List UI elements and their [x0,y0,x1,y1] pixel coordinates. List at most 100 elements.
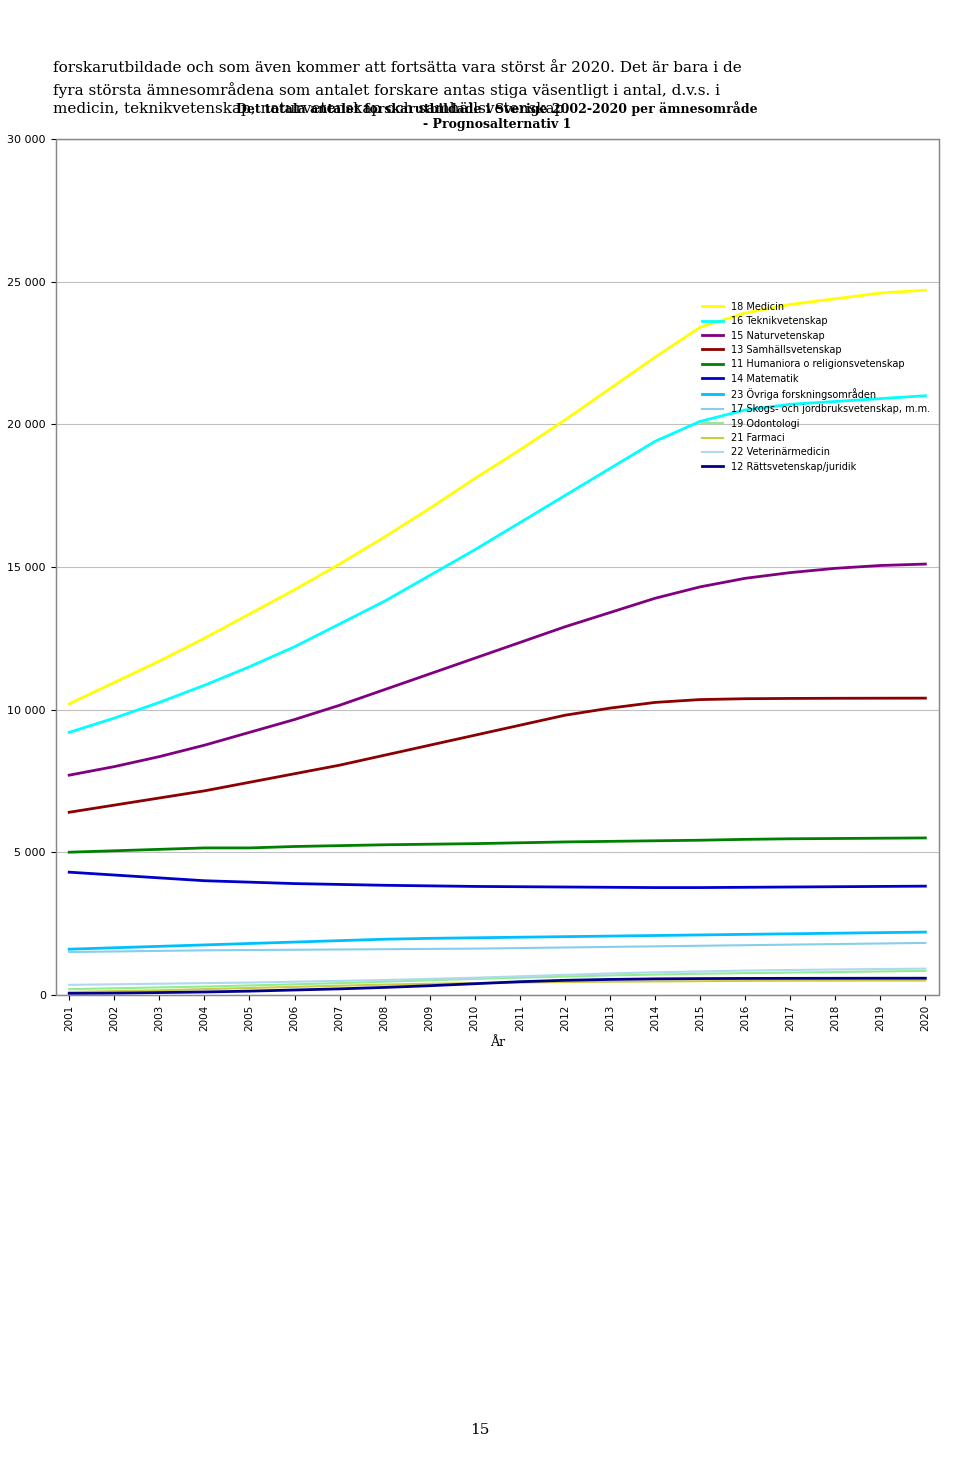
17 Skogs- och jordbruksvetenskap, m.m. [784,936,796,954]
21 Farmaci [154,982,165,999]
11 Humaniora o religionsvetenskap [514,834,525,851]
Line: 23 Övriga forskningsområden: 23 Övriga forskningsområden [69,932,925,949]
14 Matematik [604,878,615,895]
21 Farmaci [604,973,615,990]
13 Samhällsvetenskap [379,746,391,764]
21 Farmaci [920,971,931,989]
12 Rättsvetenskap/juridik [604,970,615,988]
X-axis label: År: År [490,1036,505,1049]
22 Veterinärmedicin [63,976,75,993]
21 Farmaci [649,973,660,990]
Line: 16 Teknikvetenskap: 16 Teknikvetenskap [69,395,925,733]
21 Farmaci [244,979,255,996]
22 Veterinärmedicin [649,964,660,982]
17 Skogs- och jordbruksvetenskap, m.m. [199,942,210,960]
14 Matematik [108,866,120,884]
12 Rättsvetenskap/juridik [379,979,391,996]
17 Skogs- och jordbruksvetenskap, m.m. [469,939,481,957]
Text: 15: 15 [470,1422,490,1437]
19 Odontologi [108,980,120,998]
16 Teknikvetenskap [379,593,391,610]
22 Veterinärmedicin [784,961,796,979]
12 Rättsvetenskap/juridik [649,970,660,988]
18 Medicin [559,411,570,429]
19 Odontologi [334,974,346,992]
13 Samhällsvetenskap [739,691,751,708]
13 Samhällsvetenskap [875,689,886,707]
11 Humaniora o religionsvetenskap [739,831,751,849]
11 Humaniora o religionsvetenskap [154,841,165,859]
Text: fyra största ämnesområdena som antalet forskare antas stiga väsentligt i antal, : fyra största ämnesområdena som antalet f… [53,82,720,98]
14 Matematik [334,876,346,894]
14 Matematik [829,878,841,895]
Line: 12 Rättsvetenskap/juridik: 12 Rättsvetenskap/juridik [69,979,925,993]
11 Humaniora o religionsvetenskap [875,830,886,847]
19 Odontologi [199,977,210,995]
15 Naturvetenskap [154,748,165,765]
16 Teknikvetenskap [604,459,615,477]
21 Farmaci [379,976,391,993]
23 Övriga forskningsområden [469,929,481,947]
21 Farmaci [514,974,525,992]
12 Rättsvetenskap/juridik [784,970,796,988]
18 Medicin [920,281,931,298]
11 Humaniora o religionsvetenskap [63,843,75,860]
15 Naturvetenskap [469,650,481,667]
Text: forskarutbildade och som även kommer att fortsätta vara störst år 2020. Det är b: forskarutbildade och som även kommer att… [53,61,741,76]
18 Medicin [514,442,525,459]
21 Farmaci [469,974,481,992]
Line: 13 Samhällsvetenskap: 13 Samhällsvetenskap [69,698,925,812]
15 Naturvetenskap [784,563,796,581]
11 Humaniora o religionsvetenskap [694,831,706,849]
19 Odontologi [920,963,931,980]
18 Medicin [739,304,751,322]
11 Humaniora o religionsvetenskap [244,840,255,857]
17 Skogs- och jordbruksvetenskap, m.m. [739,936,751,954]
21 Farmaci [108,982,120,999]
18 Medicin [649,348,660,366]
16 Teknikvetenskap [244,658,255,676]
18 Medicin [199,629,210,647]
23 Övriga forskningsområden [784,925,796,942]
Line: 17 Skogs- och jordbruksvetenskap, m.m.: 17 Skogs- och jordbruksvetenskap, m.m. [69,944,925,952]
15 Naturvetenskap [379,680,391,698]
23 Övriga forskningsområden [334,932,346,949]
23 Övriga forskningsområden [739,926,751,944]
19 Odontologi [694,966,706,983]
Line: 14 Matematik: 14 Matematik [69,872,925,888]
18 Medicin [379,528,391,546]
22 Veterinärmedicin [154,974,165,992]
14 Matematik [649,879,660,897]
17 Skogs- och jordbruksvetenskap, m.m. [289,941,300,958]
15 Naturvetenskap [829,559,841,576]
21 Farmaci [334,977,346,995]
15 Naturvetenskap [289,711,300,729]
21 Farmaci [289,979,300,996]
16 Teknikvetenskap [920,386,931,404]
11 Humaniora o religionsvetenskap [829,830,841,847]
23 Övriga forskningsområden [424,929,436,947]
17 Skogs- och jordbruksvetenskap, m.m. [379,941,391,958]
22 Veterinärmedicin [289,973,300,990]
23 Övriga forskningsområden [379,930,391,948]
15 Naturvetenskap [739,569,751,587]
15 Naturvetenskap [514,633,525,651]
12 Rättsvetenskap/juridik [559,971,570,989]
13 Samhällsvetenskap [514,717,525,734]
19 Odontologi [63,980,75,998]
16 Teknikvetenskap [559,487,570,505]
19 Odontologi [514,969,525,986]
11 Humaniora o religionsvetenskap [289,838,300,856]
11 Humaniora o religionsvetenskap [469,835,481,853]
22 Veterinärmedicin [559,966,570,983]
21 Farmaci [784,971,796,989]
12 Rättsvetenskap/juridik [469,974,481,992]
23 Övriga forskningsområden [875,923,886,941]
12 Rättsvetenskap/juridik [334,980,346,998]
11 Humaniora o religionsvetenskap [784,830,796,847]
13 Samhällsvetenskap [829,689,841,707]
16 Teknikvetenskap [199,676,210,693]
19 Odontologi [379,973,391,990]
12 Rättsvetenskap/juridik [920,970,931,988]
18 Medicin [63,695,75,712]
